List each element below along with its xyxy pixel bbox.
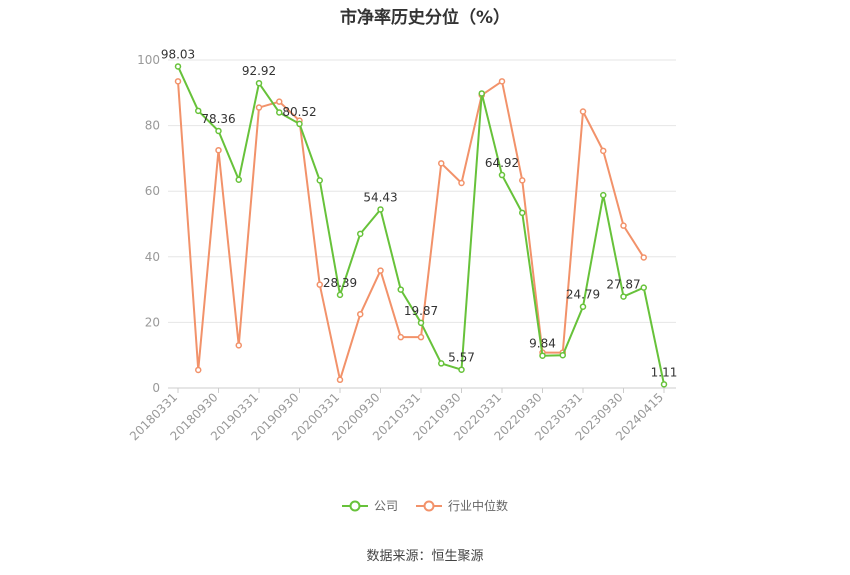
legend-item-industry[interactable]: 行业中位数 [416, 497, 508, 514]
data-point [498, 171, 506, 179]
data-point [255, 104, 263, 111]
data-point [397, 286, 404, 293]
data-point [620, 293, 627, 300]
data-point [255, 79, 263, 87]
data-point [377, 267, 384, 274]
data-point [174, 78, 182, 85]
data-point [276, 98, 283, 105]
data-point [438, 360, 445, 367]
data-point [620, 222, 627, 229]
data-point [498, 78, 506, 85]
y-tick-label: 0 [152, 381, 160, 395]
y-tick-label: 100 [137, 53, 160, 67]
data-point [660, 381, 668, 388]
data-point [519, 177, 526, 184]
data-point [296, 120, 303, 128]
y-tick-label: 40 [145, 250, 160, 264]
data-label: 54.43 [363, 190, 397, 204]
data-point [478, 90, 485, 97]
data-label: 24.79 [566, 288, 600, 302]
y-tick-label: 20 [145, 315, 160, 329]
data-point [357, 230, 364, 238]
data-point [215, 146, 222, 154]
data-point [640, 254, 647, 261]
data-point [316, 177, 323, 184]
data-point [336, 291, 344, 299]
data-point [357, 310, 364, 318]
data-point [640, 284, 647, 291]
data-label: 9.84 [529, 337, 556, 351]
legend: 公司 行业中位数 [0, 497, 850, 514]
data-label: 1.11 [651, 365, 678, 379]
data-point [579, 108, 587, 115]
data-label: 5.57 [448, 351, 475, 365]
data-point [600, 147, 607, 155]
legend-marker-industry [416, 500, 442, 511]
data-point [519, 209, 526, 217]
data-label: 92.92 [242, 64, 276, 78]
data-point [336, 376, 344, 384]
series-line-1 [177, 80, 645, 381]
data-point [458, 179, 465, 187]
data-label: 19.87 [404, 304, 438, 318]
data-point [377, 206, 384, 213]
data-label: 78.36 [201, 112, 235, 126]
data-point [539, 352, 546, 359]
data-point [174, 63, 182, 70]
y-tick-label: 80 [145, 119, 160, 133]
data-point [397, 333, 404, 341]
data-point [559, 351, 566, 359]
data-point [438, 160, 445, 167]
data-point [195, 107, 202, 115]
data-label: 28.39 [323, 276, 357, 290]
y-tick-label: 60 [145, 184, 160, 198]
data-point [235, 176, 242, 183]
legend-item-company[interactable]: 公司 [341, 497, 398, 514]
legend-label-company: 公司 [373, 499, 398, 513]
data-label: 64.92 [485, 156, 519, 170]
chart-title: 市净率历史分位（%） [339, 8, 511, 28]
data-point [417, 333, 425, 341]
data-point [215, 127, 222, 135]
source-note: 数据来源：恒生聚源 [366, 549, 484, 564]
data-point [417, 319, 425, 327]
legend-marker-company [341, 500, 368, 511]
data-point [276, 109, 283, 116]
legend-label-industry: 行业中位数 [448, 499, 509, 513]
data-label: 27.87 [606, 278, 640, 292]
data-point [579, 303, 587, 310]
data-point [600, 191, 607, 199]
data-label: 98.03 [161, 47, 195, 61]
line-chart: 0204060801002018033120180930201903312019… [127, 47, 678, 443]
data-point [458, 366, 465, 373]
data-point [316, 281, 323, 288]
data-point [235, 342, 242, 349]
data-label: 80.52 [282, 105, 316, 119]
data-point [195, 366, 202, 374]
